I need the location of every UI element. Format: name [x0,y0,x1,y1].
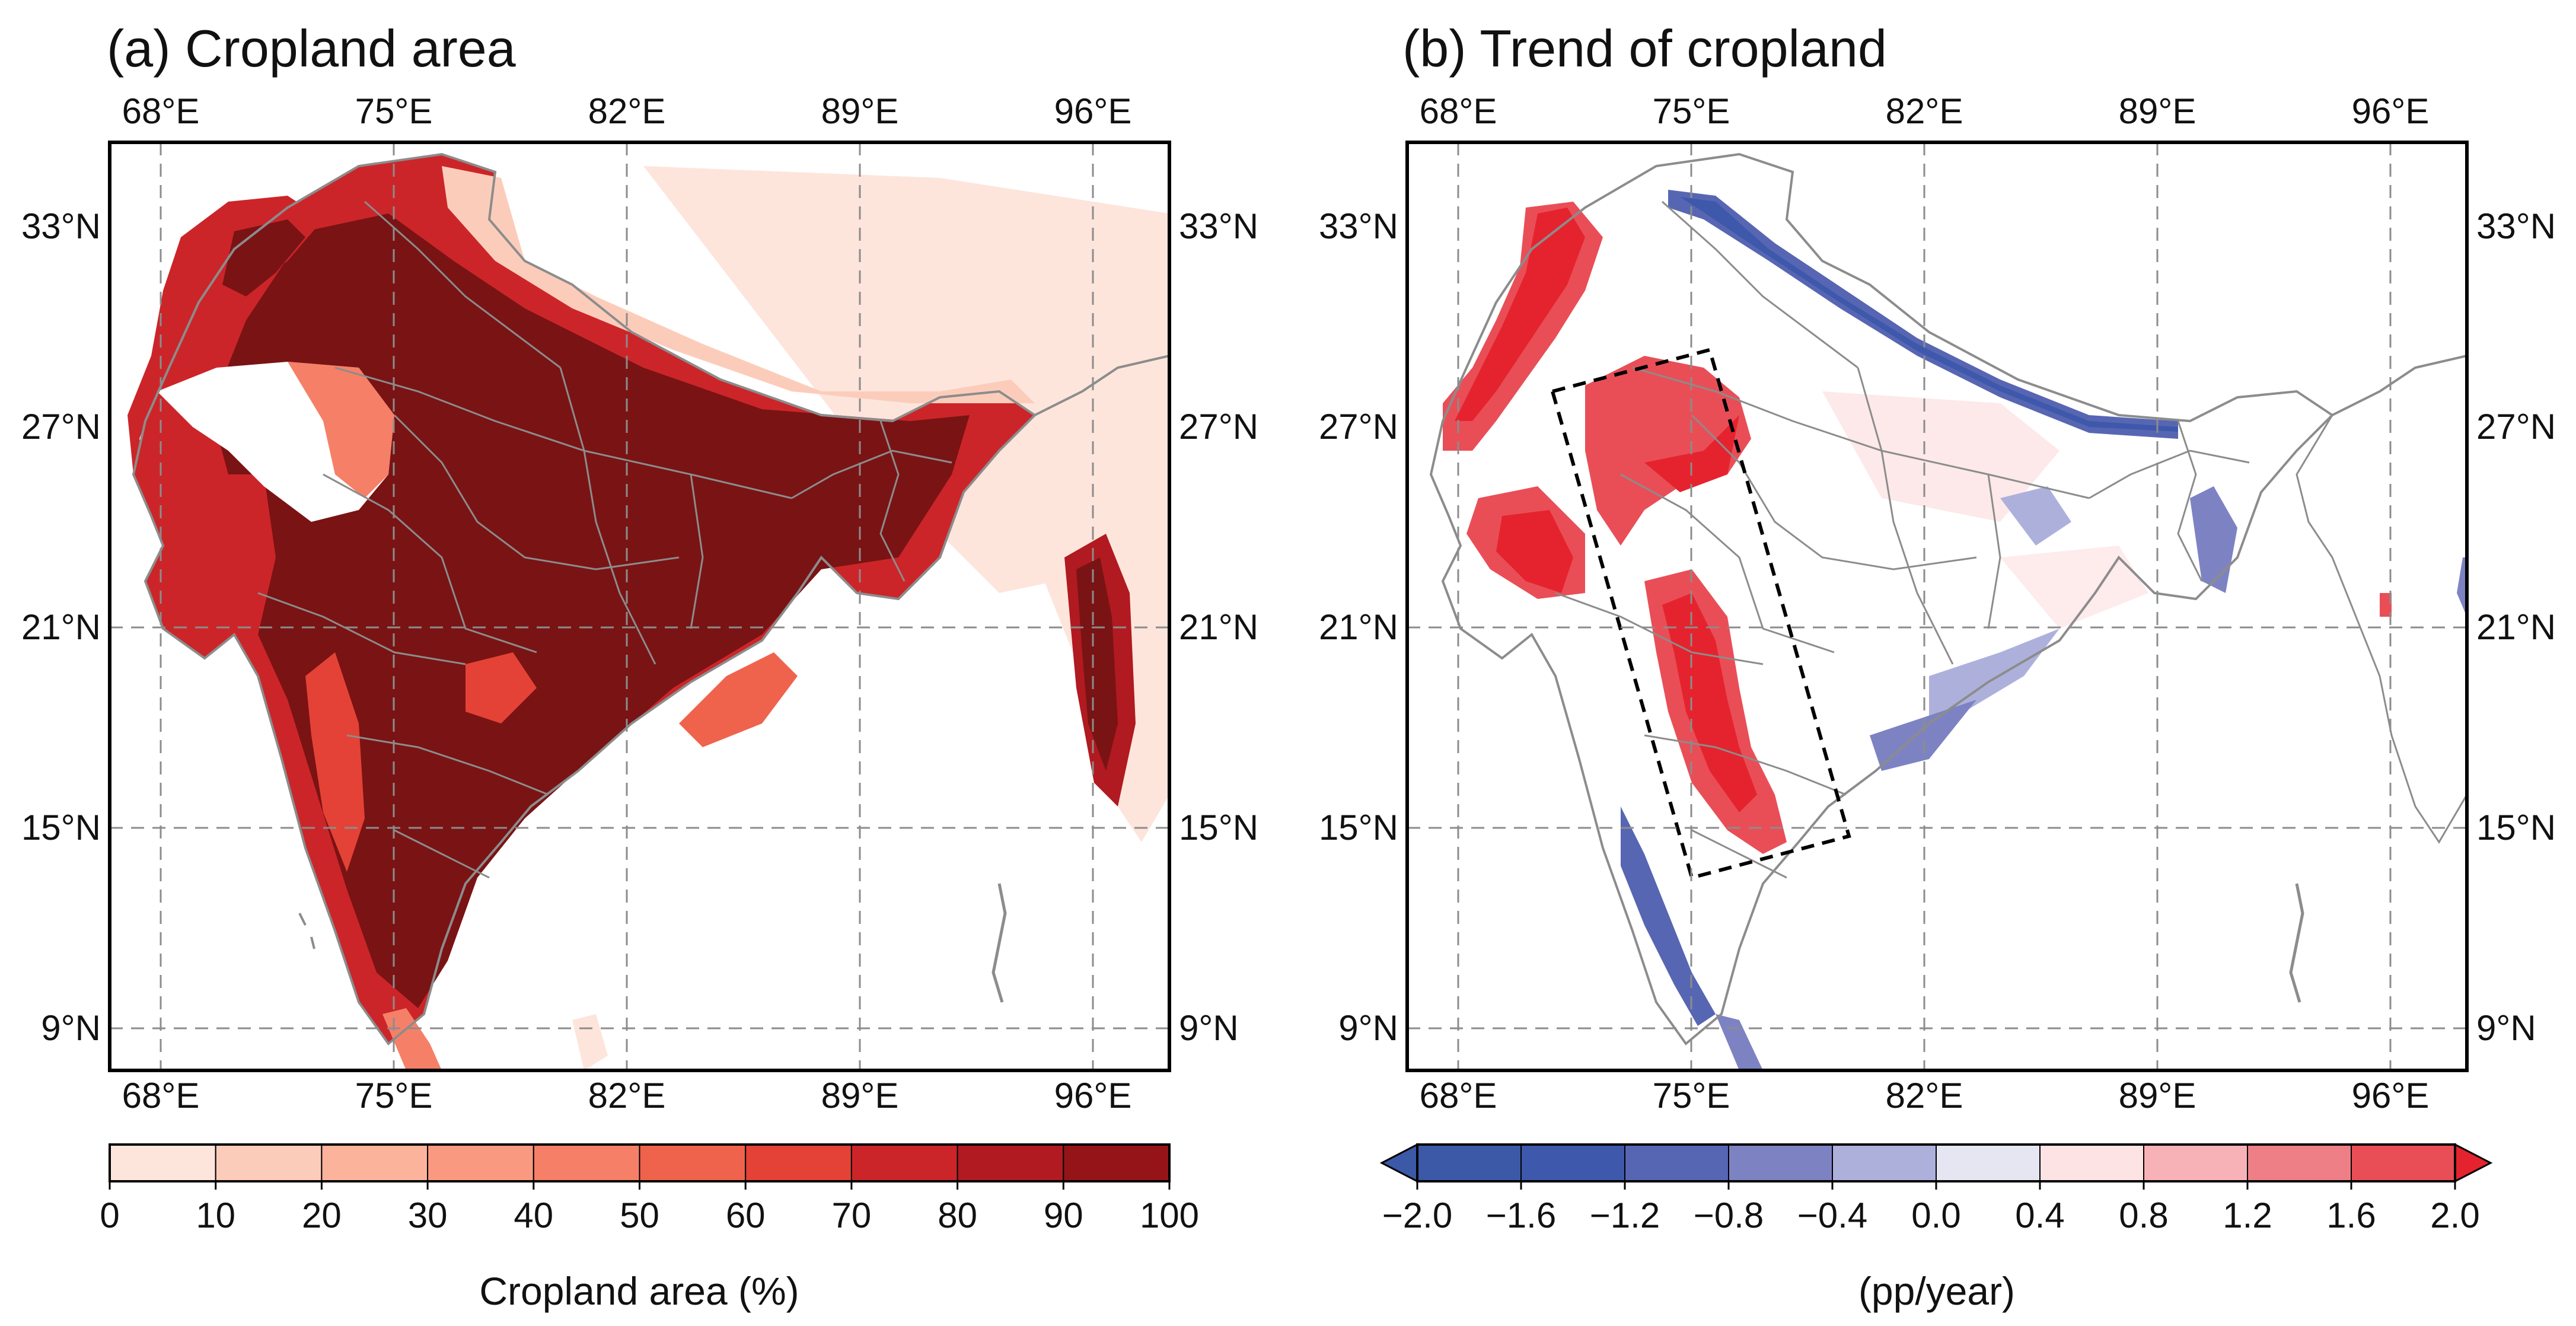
panel-b-left-lat-15: 15°N [1319,808,1398,847]
panel-a-map [110,142,1169,1070]
panel-a-left-lat-21: 21°N [21,607,101,647]
colorbar-arrow-left [1379,1143,1418,1183]
panel-a-bottom-lon-82: 82°E [588,1076,666,1115]
panel-b-title: (b) Trend of cropland [1402,19,1887,78]
colorbar-tick-8: 80 [938,1196,977,1235]
panel-b-left-lat-21: 21°N [1319,607,1398,647]
panel-a-right-lat-9: 9°N [1179,1008,1239,1048]
panel-a-left-lat-15: 15°N [21,808,101,847]
colorbar-tick-10: 100 [1140,1196,1199,1235]
panel-b-right-lat-21: 21°N [2476,607,2556,647]
panel-b-bottom-lon-82: 82°E [1886,1076,1963,1115]
colorbar-swatch-0 [109,1144,216,1182]
panel-b-bottom-lon-75: 75°E [1653,1076,1730,1115]
colorbar-swatch-7 [850,1144,958,1182]
colorbar-tick-8: 1.2 [2223,1196,2272,1235]
colorbar-swatch-5 [1936,1144,2041,1182]
panel-b-top-lon-75: 75°E [1653,91,1730,131]
panel-a-top-lon-68: 68°E [122,91,200,131]
panel-b-top-lon-96: 96°E [2352,91,2430,131]
panel-a-title: (a) Cropland area [107,19,516,78]
panel-a-colorbar-label: Cropland area (%) [479,1269,799,1313]
colorbar-swatch-4 [533,1144,640,1182]
panel-b-right-lat-33: 33°N [2476,206,2556,246]
panel-b-bottom-lon-68: 68°E [1420,1076,1497,1115]
panel-a-right-lat-15: 15°N [1179,808,1258,847]
colorbar-arrow-right [2454,1143,2493,1183]
colorbar-tick-4: −0.4 [1797,1196,1867,1235]
colorbar-swatch-1 [215,1144,323,1182]
panel-b-map [1407,142,2467,1070]
colorbar-swatch-1 [1520,1144,1625,1182]
panel-b-left-lat-33: 33°N [1319,206,1398,246]
colorbar-tick-0: 0 [100,1196,119,1235]
panel-b-top-lon-68: 68°E [1420,91,1497,131]
colorbar-tick-5: 0.0 [1911,1196,1960,1235]
colorbar-tick-7: 70 [832,1196,872,1235]
colorbar-swatch-3 [1728,1144,1833,1182]
colorbar-tick-4: 40 [514,1196,553,1235]
panel-a: (a) Cropland area [21,19,1258,1313]
panel-a-left-lat-33: 33°N [21,206,101,246]
panel-a-colorbar: 0 10 20 30 40 50 60 70 80 90 100 [100,1143,1199,1235]
colorbar-tick-6: 60 [726,1196,766,1235]
panel-b-top-lon-89: 89°E [2119,91,2196,131]
panel-b-colorbar: −2.0 −1.6 −1.2 −0.8 −0.4 0.0 0.4 0.8 1.2 1.6 2.0 [1379,1143,2493,1235]
panel-b-left-lat-9: 9°N [1338,1008,1398,1048]
colorbar-tick-9: 1.6 [2326,1196,2376,1235]
colorbar-tick-7: 0.8 [2119,1196,2168,1235]
colorbar-swatch-9 [1063,1144,1171,1182]
study-region-box [1550,348,1851,880]
panel-b-right-lat-15: 15°N [2476,808,2556,847]
colorbar-swatch-2 [321,1144,429,1182]
colorbar-swatch-3 [427,1144,534,1182]
panel-a-bottom-lon-89: 89°E [821,1076,899,1115]
panel-a-bottom-lon-68: 68°E [122,1076,200,1115]
panel-b: (b) Trend of cropland [1319,19,2556,1313]
colorbar-tick-3: −0.8 [1694,1196,1764,1235]
colorbar-tick-9: 90 [1044,1196,1083,1235]
colorbar-tick-5: 50 [620,1196,659,1235]
colorbar-swatch-2 [1624,1144,1729,1182]
colorbar-swatch-5 [639,1144,747,1182]
colorbar-swatch-7 [2143,1144,2248,1182]
panel-a-right-lat-33: 33°N [1179,206,1258,246]
panel-a-right-lat-27: 27°N [1179,407,1258,447]
colorbar-tick-6: 0.4 [2015,1196,2064,1235]
panel-a-top-lon-89: 89°E [821,91,899,131]
panel-b-left-lat-27: 27°N [1319,407,1398,447]
panel-a-left-lat-27: 27°N [21,407,101,447]
panel-b-bottom-lon-96: 96°E [2352,1076,2430,1115]
colorbar-swatch-4 [1832,1144,1937,1182]
panel-a-left-lat-9: 9°N [41,1008,101,1048]
colorbar-tick-10: 2.0 [2430,1196,2479,1235]
panel-a-top-lon-82: 82°E [588,91,666,131]
panel-b-bottom-lon-89: 89°E [2119,1076,2196,1115]
panel-a-right-lat-21: 21°N [1179,607,1258,647]
colorbar-swatch-6 [2039,1144,2144,1182]
colorbar-swatch-0 [1417,1144,1522,1182]
colorbar-swatch-9 [2351,1144,2456,1182]
colorbar-tick-1: −1.6 [1486,1196,1556,1235]
colorbar-swatch-6 [745,1144,852,1182]
panel-b-right-lat-27: 27°N [2476,407,2556,447]
colorbar-tick-2: 20 [302,1196,342,1235]
panel-b-top-lon-82: 82°E [1886,91,1963,131]
colorbar-swatch-8 [2247,1144,2352,1182]
panel-b-colorbar-label: (pp/year) [1858,1269,2015,1313]
panel-a-bottom-lon-96: 96°E [1054,1076,1132,1115]
panel-a-bottom-lon-75: 75°E [355,1076,433,1115]
colorbar-tick-2: −1.2 [1590,1196,1660,1235]
colorbar-tick-0: −2.0 [1382,1196,1452,1235]
colorbar-tick-3: 30 [408,1196,448,1235]
panel-a-top-lon-96: 96°E [1054,91,1132,131]
colorbar-swatch-8 [957,1144,1064,1182]
colorbar-tick-1: 10 [196,1196,235,1235]
panel-a-top-lon-75: 75°E [355,91,433,131]
panel-b-right-lat-9: 9°N [2476,1008,2536,1048]
